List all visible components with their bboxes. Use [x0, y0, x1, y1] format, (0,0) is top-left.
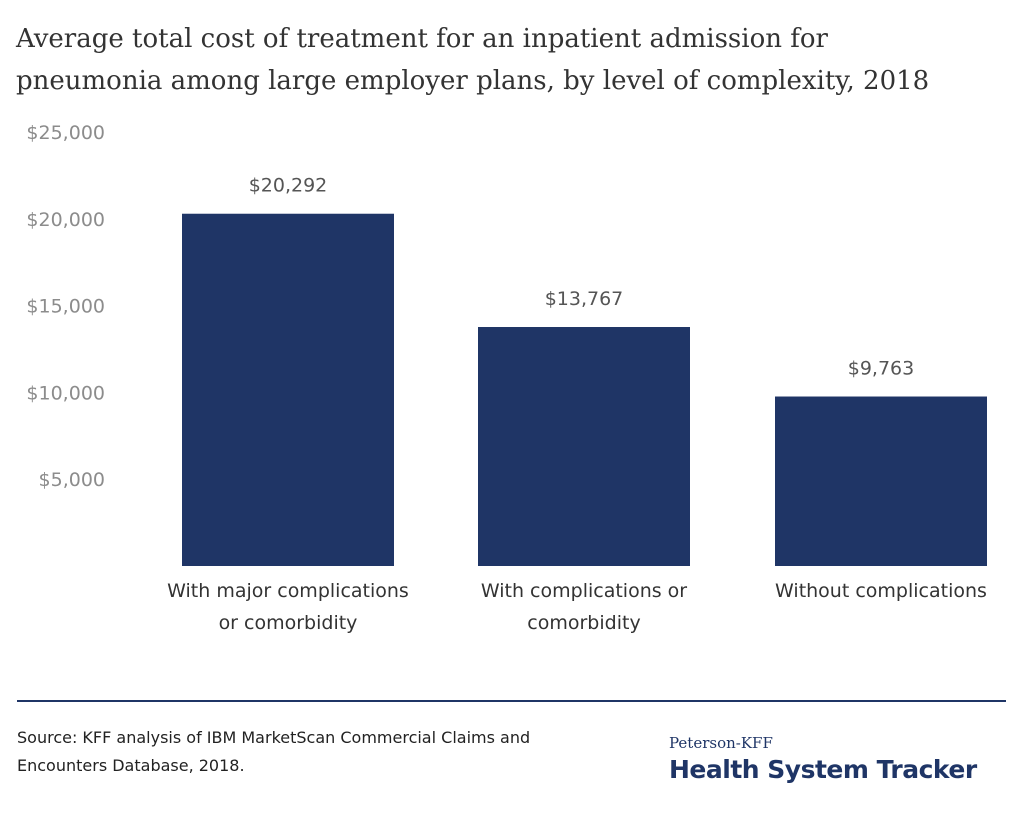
x-category-label: With complications or	[481, 580, 687, 602]
bar	[478, 327, 690, 566]
bar-value-label: $9,763	[848, 358, 914, 380]
bar-value-label: $13,767	[545, 288, 624, 310]
x-category-label: comorbidity	[527, 612, 640, 634]
chart-title-line-1: Average total cost of treatment for an i…	[16, 24, 828, 54]
source-line-2: Encounters Database, 2018.	[17, 756, 245, 775]
bar-chart: $5,000 $10,000 $15,000 $20,000 $25,000 $20,29…	[26, 122, 987, 634]
chart-title: Average total cost of treatment for an i…	[16, 18, 1006, 102]
bar-value-label: $20,292	[249, 175, 328, 197]
brand-logo: Peterson-KFF Health System Tracker	[669, 733, 1009, 787]
y-tick-label: $20,000	[26, 209, 105, 231]
bar	[775, 396, 987, 566]
logo-org-name: Peterson-KFF	[669, 734, 773, 752]
source-line-1: Source: KFF analysis of IBM MarketScan C…	[17, 728, 531, 747]
footer-divider	[17, 700, 1006, 702]
bar	[182, 213, 394, 566]
x-category-label: Without complications	[775, 580, 987, 602]
x-category-label: With major complications	[167, 580, 409, 602]
x-category-label: or comorbidity	[219, 612, 358, 634]
source-note: Source: KFF analysis of IBM MarketScan C…	[17, 724, 617, 780]
y-tick-label: $15,000	[26, 296, 105, 318]
logo-product-name: Health System Tracker	[669, 755, 977, 784]
y-tick-label: $5,000	[39, 469, 105, 491]
y-tick-label: $25,000	[26, 122, 105, 144]
y-tick-label: $10,000	[26, 382, 105, 404]
chart-title-line-2: pneumonia among large employer plans, by…	[16, 66, 930, 96]
